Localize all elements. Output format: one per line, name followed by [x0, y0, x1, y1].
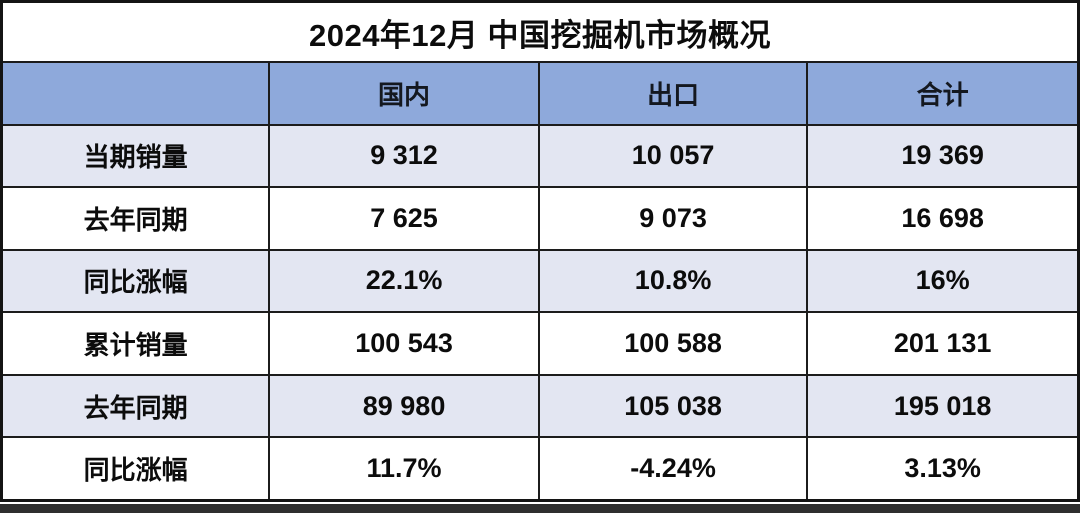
cell-yoy-growth-total: 16%	[806, 248, 1077, 312]
cell-current-sales-total: 19 369	[806, 123, 1077, 187]
cell-cumulative-last-year-total: 195 018	[806, 373, 1077, 437]
cell-cumulative-domestic: 100 543	[268, 311, 538, 374]
cell-current-sales-domestic: 9 312	[268, 123, 538, 187]
cell-yoy-growth-export: 10.8%	[537, 248, 807, 312]
cell-last-year-domestic: 7 625	[268, 186, 538, 249]
row-label-last-year-period: 去年同期	[3, 186, 269, 249]
cell-last-year-total: 16 698	[806, 186, 1077, 249]
row-label-cumulative-yoy-growth: 同比涨幅	[3, 436, 269, 499]
row-label-current-sales: 当期销量	[3, 123, 269, 187]
cell-cumulative-yoy-domestic: 11.7%	[268, 436, 538, 499]
cell-yoy-growth-domestic: 22.1%	[268, 248, 538, 312]
bottom-edge-bar	[0, 504, 1080, 513]
table-title: 2024年12月 中国挖掘机市场概况	[3, 3, 1077, 61]
cell-cumulative-export: 100 588	[537, 311, 807, 374]
header-cell-domestic: 国内	[268, 61, 538, 124]
row-label-cumulative-sales: 累计销量	[3, 311, 269, 374]
cell-cumulative-last-year-export: 105 038	[537, 373, 807, 437]
cell-cumulative-yoy-export: -4.24%	[537, 436, 807, 499]
header-cell-blank	[3, 61, 269, 124]
row-label-yoy-growth: 同比涨幅	[3, 248, 269, 312]
header-cell-export: 出口	[537, 61, 807, 124]
cell-cumulative-yoy-total: 3.13%	[806, 436, 1077, 499]
cell-current-sales-export: 10 057	[537, 123, 807, 187]
cell-last-year-export: 9 073	[537, 186, 807, 249]
table-grid: 国内 出口 合计 当期销量 9 312 10 057 19 369 去年同期 7…	[3, 61, 1077, 499]
header-cell-total: 合计	[806, 61, 1077, 124]
cell-cumulative-last-year-domestic: 89 980	[268, 373, 538, 437]
row-label-cumulative-last-year: 去年同期	[3, 373, 269, 437]
excavator-market-table: 2024年12月 中国挖掘机市场概况 国内 出口 合计 当期销量 9 312 1…	[0, 0, 1080, 502]
cell-cumulative-total: 201 131	[806, 311, 1077, 374]
